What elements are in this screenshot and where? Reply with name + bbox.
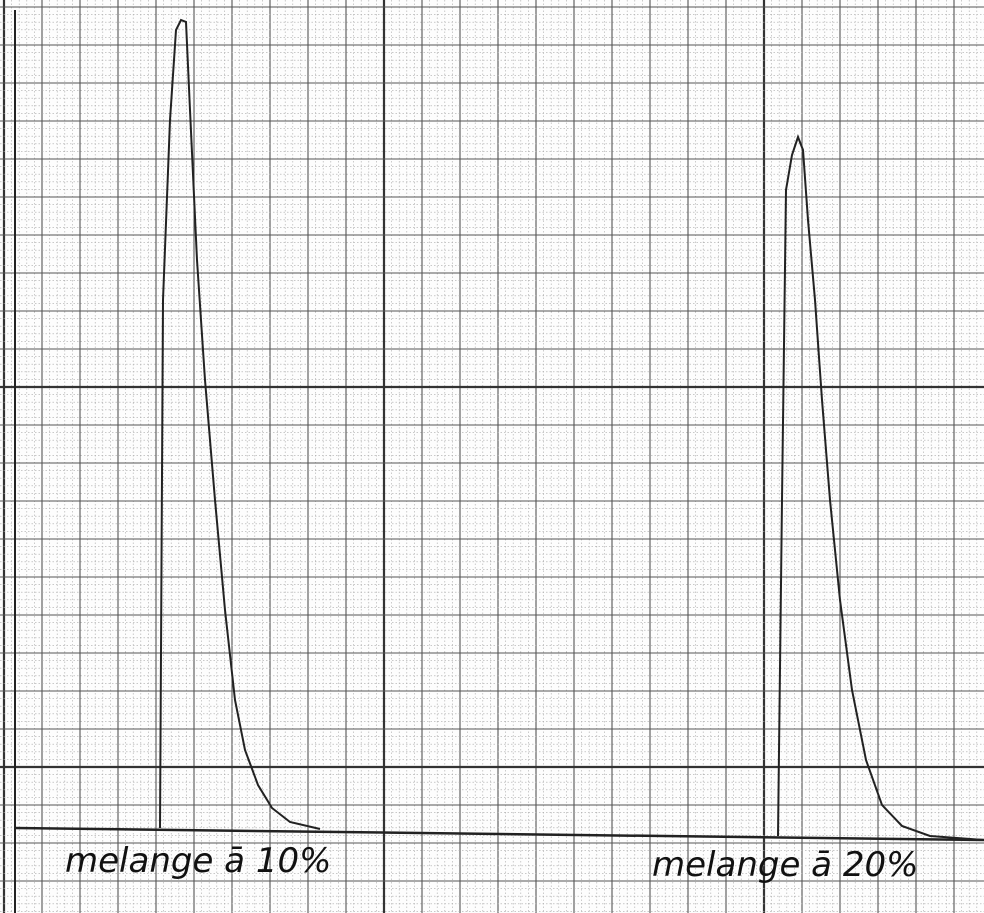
- peak-label: melange ā 10%: [65, 841, 331, 881]
- peak-label: melange ā 20%: [652, 845, 918, 885]
- peak-20: [777, 134, 984, 841]
- peak-10: [159, 18, 321, 830]
- baseline: [14, 826, 984, 842]
